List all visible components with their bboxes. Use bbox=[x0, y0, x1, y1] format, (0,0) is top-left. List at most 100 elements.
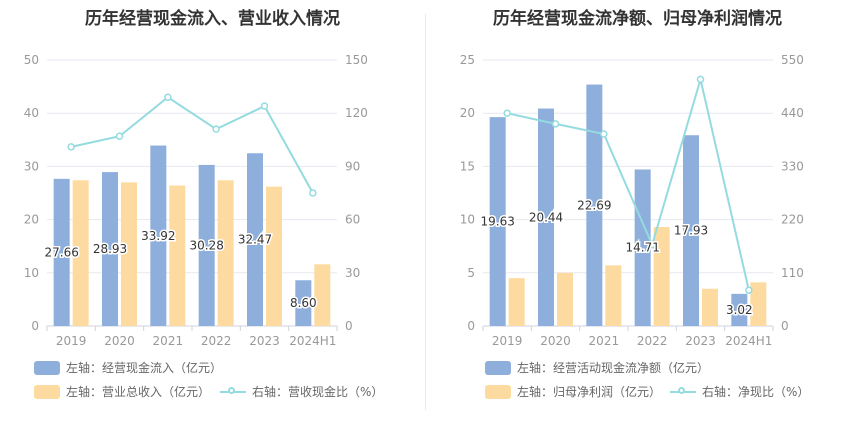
legend-item-left-series-1[interactable]: 左轴：营业总收入（亿元） bbox=[34, 383, 210, 400]
bar-secondary bbox=[750, 282, 767, 326]
y-tick-label-right: 90 bbox=[345, 159, 360, 173]
bar-data-label: 19.63 bbox=[480, 215, 514, 229]
y-tick-label-left: 20 bbox=[24, 213, 39, 227]
legend-swatch-bar-icon bbox=[34, 360, 60, 375]
bar-data-label: 27.66 bbox=[44, 245, 78, 259]
bar-secondary bbox=[72, 180, 89, 326]
y-tick-label-left: 20 bbox=[460, 106, 475, 120]
y-tick-label-right: 550 bbox=[781, 53, 804, 67]
x-tick-label: 2020 bbox=[104, 334, 135, 348]
x-tick-label: 2022 bbox=[201, 334, 232, 348]
bar-primary bbox=[538, 108, 554, 326]
legend-item-right-series-0[interactable]: 左轴：经营活动现金流净额（亿元） bbox=[485, 359, 709, 376]
y-tick-label-left: 40 bbox=[24, 106, 39, 120]
y-tick-label-right: 220 bbox=[781, 213, 804, 227]
y-tick-label-right: 110 bbox=[781, 266, 804, 280]
chart-title-right: 历年经营现金流净额、归母净利润情况 bbox=[493, 9, 782, 29]
bar-data-label: 33.92 bbox=[141, 229, 175, 243]
legend-swatch-line-icon bbox=[220, 385, 246, 399]
legend-swatch-bar-icon bbox=[485, 360, 511, 375]
bar-secondary bbox=[266, 186, 282, 326]
x-tick-label: 2024H1 bbox=[725, 334, 772, 348]
bar-data-label: 30.28 bbox=[189, 238, 223, 252]
bar-primary bbox=[198, 164, 215, 326]
line-point bbox=[309, 189, 317, 197]
line-series bbox=[506, 75, 750, 291]
line-point bbox=[67, 143, 75, 151]
y-tick-label-left: 10 bbox=[460, 213, 475, 227]
bar-secondary bbox=[557, 272, 573, 326]
chart-title-left: 历年经营现金流入、营业收入情况 bbox=[85, 9, 340, 29]
y-tick-label-left: 0 bbox=[467, 319, 475, 333]
y-tick-label-right: 30 bbox=[345, 266, 360, 280]
legend-label: 左轴：营业总收入（亿元） bbox=[66, 385, 211, 399]
bar-secondary bbox=[653, 227, 670, 326]
bar-primary bbox=[53, 178, 70, 326]
chart-right-svg: 0 5 10 15 20 25 0 110 220 330 440 550 2019 2020 2021 20… bbox=[460, 53, 804, 348]
y-tick-label-left: 50 bbox=[24, 53, 39, 67]
bar-secondary bbox=[508, 278, 525, 326]
line-point bbox=[115, 132, 124, 141]
bar-secondary bbox=[121, 182, 137, 326]
bar-data-label: 8.60 bbox=[290, 296, 317, 310]
line-point bbox=[212, 125, 220, 133]
bar-data-label: 32.47 bbox=[238, 233, 272, 247]
x-tick-label: 2023 bbox=[685, 334, 716, 348]
bar-primary bbox=[634, 169, 651, 326]
line-point bbox=[164, 93, 172, 101]
y-tick-label-left: 5 bbox=[467, 266, 475, 280]
bar-data-label: 14.71 bbox=[625, 241, 659, 255]
legend-label: 右轴：净现比（%） bbox=[702, 385, 810, 399]
y-tick-label-left: 10 bbox=[24, 266, 39, 280]
chart-panel-right: 历年经营现金流净额、归母净利润情况 0 5 10 15 20 25 0 110 220 330 44… bbox=[425, 0, 850, 437]
y-tick-label-right: 0 bbox=[781, 319, 789, 333]
bar-primary bbox=[247, 153, 263, 326]
bar-primary bbox=[102, 172, 118, 326]
y-tick-label-right: 330 bbox=[781, 159, 804, 173]
y-tick-label-right: 440 bbox=[781, 106, 804, 120]
legend-item-left-series-0[interactable]: 左轴：经营现金流入（亿元） bbox=[34, 359, 222, 376]
x-tick-label: 2021 bbox=[589, 334, 620, 348]
bar-primary bbox=[150, 145, 167, 326]
bar-primary bbox=[683, 135, 699, 326]
bar-primary bbox=[586, 84, 603, 326]
legend-item-right-series-2[interactable]: 右轴：净现比（%） bbox=[670, 383, 809, 400]
legend-swatch-bar-icon bbox=[485, 384, 511, 399]
bar-data-label: 17.93 bbox=[674, 224, 708, 238]
x-tick-label: 2021 bbox=[153, 334, 184, 348]
bar-secondary bbox=[314, 264, 331, 326]
bar-secondary bbox=[217, 180, 234, 326]
bar-primary bbox=[295, 280, 312, 326]
x-tick-label: 2024H1 bbox=[289, 334, 336, 348]
legend-item-left-series-2[interactable]: 右轴：营收现金比（%） bbox=[220, 383, 383, 400]
y-tick-label-right: 60 bbox=[345, 213, 360, 227]
legend-label: 左轴：经营现金流入（亿元） bbox=[66, 361, 223, 375]
y-tick-label-right: 0 bbox=[345, 319, 353, 333]
bar-data-label: 22.69 bbox=[577, 198, 611, 212]
bar-data-label: 28.93 bbox=[93, 242, 127, 256]
line-series bbox=[70, 96, 314, 194]
legend-swatch-line-icon bbox=[670, 385, 696, 399]
y-tick-label-left: 15 bbox=[460, 159, 475, 173]
y-tick-label-right: 120 bbox=[345, 106, 368, 120]
legend-label: 左轴：经营活动现金流净额（亿元） bbox=[517, 361, 710, 375]
legend-label: 左轴：归母净利润（亿元） bbox=[517, 385, 662, 399]
line-point bbox=[648, 240, 656, 249]
line-point bbox=[600, 130, 608, 138]
chart-left-svg: 0 10 20 30 40 50 0 30 60 90 120 150 2019 2020 2021 2022… bbox=[24, 53, 368, 348]
bar-data-label: 3.02 bbox=[726, 303, 753, 317]
bar-data-label: 20.44 bbox=[529, 210, 563, 224]
line-point bbox=[503, 109, 511, 117]
y-tick-label-right: 150 bbox=[345, 53, 368, 67]
line-point bbox=[551, 120, 560, 128]
x-tick-label: 2022 bbox=[637, 334, 668, 348]
x-tick-label: 2020 bbox=[540, 334, 571, 348]
legend-item-right-series-1[interactable]: 左轴：归母净利润（亿元） bbox=[485, 383, 661, 400]
line-point bbox=[696, 75, 705, 84]
bar-primary bbox=[489, 117, 506, 326]
y-tick-label-left: 25 bbox=[460, 53, 475, 67]
y-tick-label-left: 0 bbox=[31, 319, 39, 333]
line-point bbox=[745, 286, 753, 294]
chart-panel-left: 历年经营现金流入、营业收入情况 0 10 20 30 40 50 0 30 60 90 120 150… bbox=[24, 9, 384, 400]
x-tick-label: 2019 bbox=[492, 334, 523, 348]
